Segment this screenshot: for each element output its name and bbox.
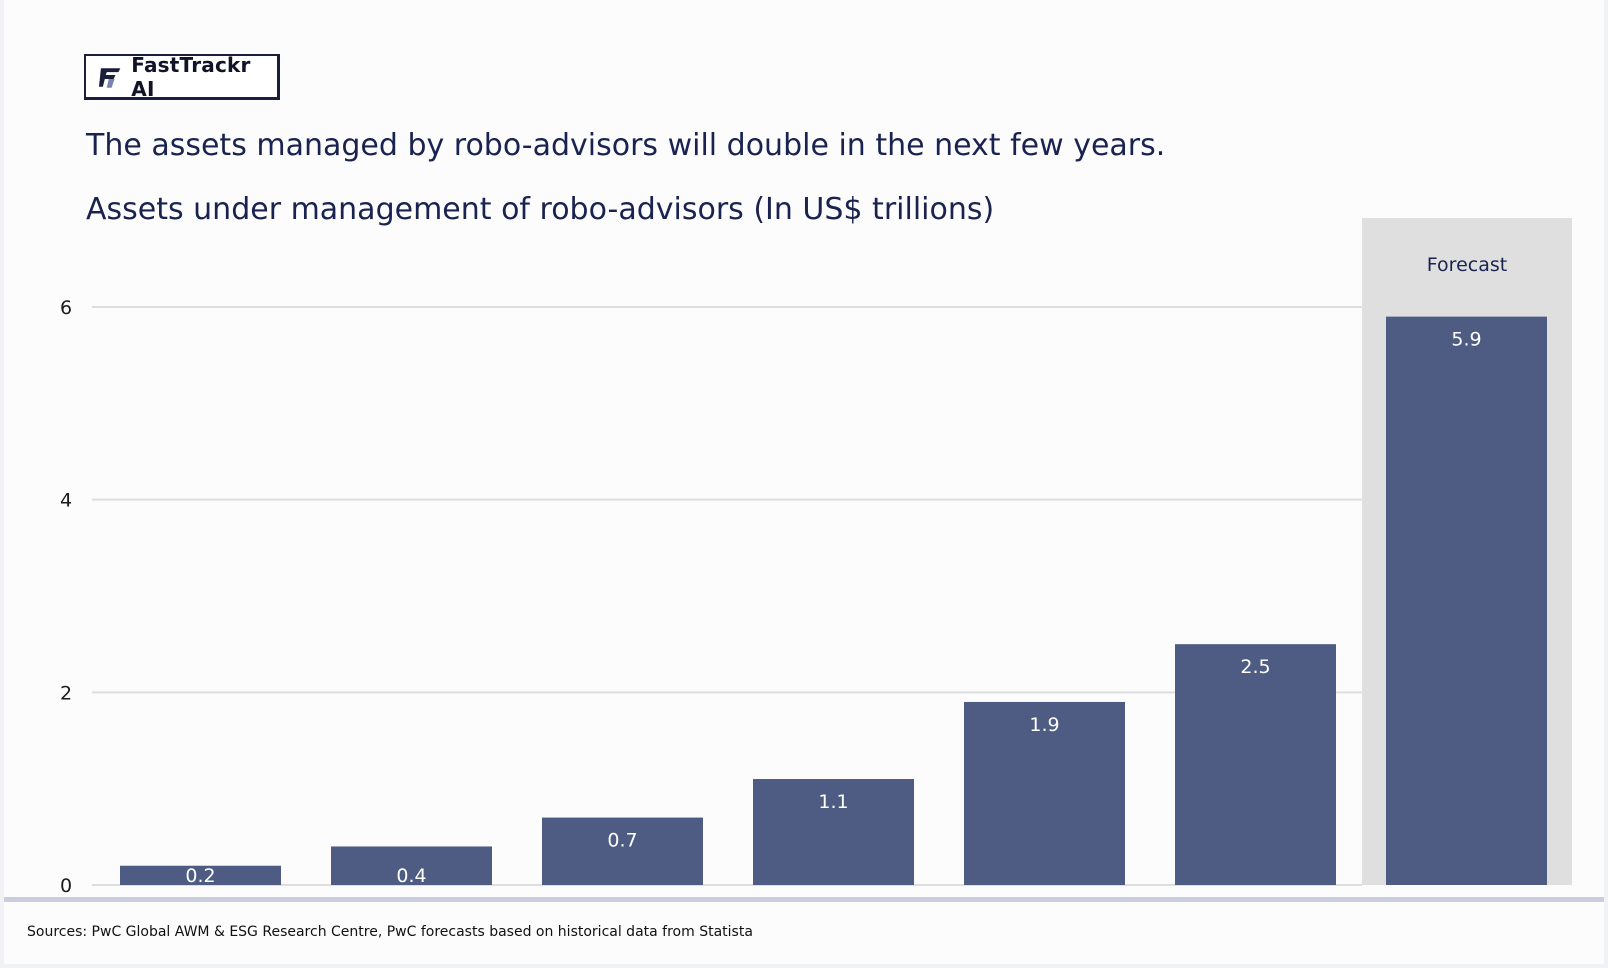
forecast-label: Forecast xyxy=(1427,254,1507,276)
bar xyxy=(964,701,1125,885)
brand-name: FastTrackr AI xyxy=(131,52,251,101)
data-label: 0.4 xyxy=(396,865,426,887)
y-tick-label: 0 xyxy=(60,875,72,897)
divider xyxy=(4,897,1604,902)
bars xyxy=(120,316,1547,886)
fasttrackr-logo-icon xyxy=(98,67,121,88)
bar xyxy=(120,865,281,885)
headline: The assets managed by robo-advisors will… xyxy=(86,128,1166,163)
data-label: 0.2 xyxy=(185,865,215,887)
bar xyxy=(542,817,703,885)
data-label: 2.5 xyxy=(1240,656,1270,678)
data-label: 1.1 xyxy=(818,791,848,813)
data-label: 1.9 xyxy=(1029,714,1059,736)
brand-logo: FastTrackr AI xyxy=(84,52,280,101)
y-tick-label: 6 xyxy=(60,297,72,319)
bar xyxy=(331,846,492,885)
y-tick-label: 2 xyxy=(60,682,72,704)
data-label: 0.7 xyxy=(607,830,637,852)
bar xyxy=(753,779,914,885)
y-axis-ticks: 0 2 4 6 xyxy=(60,297,72,897)
data-label: 5.9 xyxy=(1451,329,1481,351)
bar xyxy=(1386,316,1547,886)
data-labels: 0.2 0.4 0.7 1.1 1.9 2.5 5.9 xyxy=(185,329,1481,887)
bar xyxy=(1175,644,1336,885)
chart-title: Assets under management of robo-advisors… xyxy=(86,192,995,227)
gridlines xyxy=(92,306,1362,886)
sources-note: Sources: PwC Global AWM & ESG Research C… xyxy=(27,924,753,940)
y-tick-label: 4 xyxy=(60,490,72,512)
